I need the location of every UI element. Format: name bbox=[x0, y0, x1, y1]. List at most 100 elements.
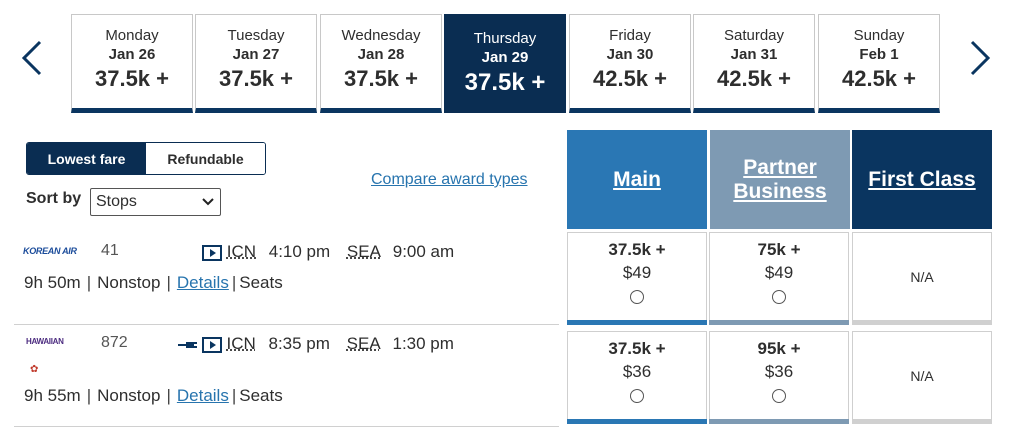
fare-cash: $36 bbox=[764, 362, 794, 381]
power-outlet-icon bbox=[178, 341, 197, 348]
arrive-time: 1:30 pm bbox=[392, 334, 454, 353]
flight-duration: 9h 50m bbox=[24, 273, 81, 292]
arrive-time: 9:00 am bbox=[392, 242, 455, 261]
fare-points: 37.5k + bbox=[608, 339, 666, 358]
flight-number: 872 bbox=[101, 334, 128, 351]
flight-segment: ICN 4:10 pm SEA 9:00 am bbox=[202, 242, 454, 262]
fare-radio[interactable] bbox=[630, 389, 644, 403]
seats-link[interactable]: Seats bbox=[239, 386, 283, 405]
depart-time: 8:35 pm bbox=[268, 334, 330, 353]
cabin-color-bar bbox=[852, 419, 992, 424]
date-tab-friday[interactable]: Friday Jan 30 42.5k + bbox=[569, 14, 691, 113]
cabin-header-main[interactable]: Main bbox=[567, 130, 707, 229]
date-tab-date: Jan 31 bbox=[730, 46, 778, 63]
date-tab-day: Friday bbox=[609, 27, 651, 44]
details-link[interactable]: Details bbox=[176, 273, 229, 292]
flight-meta: 9h 50m | Nonstop | Details | Seats bbox=[24, 273, 283, 292]
cabin-header-first-class[interactable]: First Class bbox=[852, 130, 992, 229]
date-tab-day: Monday bbox=[105, 27, 159, 44]
fare-type-toggle: Lowest fare Refundable bbox=[26, 142, 266, 175]
date-tab-thursday-selected[interactable]: Thursday Jan 29 37.5k + bbox=[444, 14, 566, 113]
fare-cell-partner-business[interactable]: 75k + $49 bbox=[709, 232, 849, 325]
entertainment-screen-icon bbox=[201, 336, 222, 353]
fare-cell-main[interactable]: 37.5k + $49 bbox=[567, 232, 707, 325]
fare-points: 75k + bbox=[757, 240, 801, 259]
next-dates-arrow-icon[interactable] bbox=[968, 38, 992, 78]
cabin-header-main-label: Main bbox=[613, 167, 661, 191]
date-tab-price: 37.5k + bbox=[464, 69, 546, 96]
date-tab-day: Sunday bbox=[853, 27, 905, 44]
fare-not-available: N/A bbox=[910, 368, 934, 384]
destination-airport[interactable]: SEA bbox=[346, 334, 380, 353]
depart-time: 4:10 pm bbox=[268, 242, 331, 261]
flight-duration: 9h 55m bbox=[24, 386, 81, 405]
sort-by-select[interactable]: Stops bbox=[90, 188, 221, 216]
fare-cell-first-class: N/A bbox=[852, 331, 992, 424]
fare-cash: $49 bbox=[764, 263, 794, 282]
date-tab-saturday[interactable]: Saturday Jan 31 42.5k + bbox=[693, 14, 815, 113]
sort-by-label: Sort by bbox=[26, 190, 82, 207]
flight-segment: ICN 8:35 pm SEA 1:30 pm bbox=[177, 334, 454, 354]
chevron-down-icon bbox=[202, 198, 214, 206]
flight-number: 41 bbox=[101, 242, 119, 259]
row-divider bbox=[14, 324, 559, 325]
date-tab-wednesday[interactable]: Wednesday Jan 28 37.5k + bbox=[320, 14, 442, 113]
date-tab-price: 42.5k + bbox=[841, 66, 916, 91]
compare-award-types-link[interactable]: Compare award types bbox=[371, 171, 528, 188]
date-tab-date: Jan 28 bbox=[357, 46, 405, 63]
fare-points: 37.5k + bbox=[608, 240, 666, 259]
fare-points: 95k + bbox=[757, 339, 801, 358]
cabin-header-partner-label: Partner bbox=[743, 155, 817, 179]
date-tab-sunday[interactable]: Sunday Feb 1 42.5k + bbox=[818, 14, 940, 113]
fare-radio[interactable] bbox=[630, 290, 644, 304]
previous-dates-arrow-icon[interactable] bbox=[20, 38, 44, 78]
date-tab-price: 37.5k + bbox=[343, 66, 418, 91]
cabin-header-business-label: Business bbox=[733, 179, 827, 203]
cabin-header-first-label: First Class bbox=[868, 167, 976, 191]
fare-not-available: N/A bbox=[910, 269, 934, 285]
origin-airport[interactable]: ICN bbox=[226, 242, 257, 261]
refundable-button[interactable]: Refundable bbox=[146, 143, 265, 174]
cabin-color-bar bbox=[709, 320, 849, 325]
cabin-color-bar bbox=[567, 419, 707, 424]
entertainment-screen-icon bbox=[202, 244, 222, 261]
sort-by-value: Stops bbox=[96, 193, 137, 210]
fare-cash: $36 bbox=[622, 362, 652, 381]
date-tab-day: Thursday bbox=[473, 30, 537, 47]
date-tab-tuesday[interactable]: Tuesday Jan 27 37.5k + bbox=[195, 14, 317, 113]
date-tab-monday[interactable]: Monday Jan 26 37.5k + bbox=[71, 14, 193, 113]
date-tab-date: Feb 1 bbox=[859, 46, 899, 63]
origin-airport[interactable]: ICN bbox=[226, 334, 256, 353]
fare-cell-first-class: N/A bbox=[852, 232, 992, 325]
date-tab-day: Wednesday bbox=[341, 27, 421, 44]
date-tab-date: Jan 27 bbox=[232, 46, 280, 63]
row-divider bbox=[14, 426, 559, 427]
cabin-header-partner-business[interactable]: Partner Business bbox=[710, 130, 850, 229]
destination-airport[interactable]: SEA bbox=[346, 242, 381, 261]
fare-cash: $49 bbox=[622, 263, 652, 282]
fare-radio[interactable] bbox=[772, 389, 786, 403]
cabin-color-bar bbox=[567, 320, 707, 325]
flight-stops: Nonstop bbox=[97, 273, 161, 292]
date-tab-day: Tuesday bbox=[227, 27, 285, 44]
hawaiian-flower-icon: ✿ bbox=[30, 364, 39, 375]
date-tab-price: 37.5k + bbox=[94, 66, 169, 91]
date-tab-date: Jan 30 bbox=[606, 46, 654, 63]
date-tab-day: Saturday bbox=[723, 27, 785, 44]
seats-link[interactable]: Seats bbox=[239, 273, 283, 292]
fare-cell-main[interactable]: 37.5k + $36 bbox=[567, 331, 707, 424]
hawaiian-airlines-logo: HAWAIIAN bbox=[26, 337, 64, 346]
date-tab-price: 37.5k + bbox=[218, 66, 293, 91]
date-tab-price: 42.5k + bbox=[592, 66, 667, 91]
date-tab-date: Jan 26 bbox=[108, 46, 156, 63]
fare-cell-partner-business[interactable]: 95k + $36 bbox=[709, 331, 849, 424]
korean-air-logo: KOREAN AIR bbox=[23, 246, 77, 256]
details-link[interactable]: Details bbox=[176, 386, 229, 405]
fare-radio[interactable] bbox=[772, 290, 786, 304]
date-tab-price: 42.5k + bbox=[716, 66, 791, 91]
flight-meta: 9h 55m | Nonstop | Details | Seats bbox=[24, 386, 283, 405]
date-tab-date: Jan 29 bbox=[481, 49, 529, 66]
cabin-color-bar bbox=[852, 320, 992, 325]
lowest-fare-button[interactable]: Lowest fare bbox=[27, 143, 146, 174]
cabin-color-bar bbox=[709, 419, 849, 424]
